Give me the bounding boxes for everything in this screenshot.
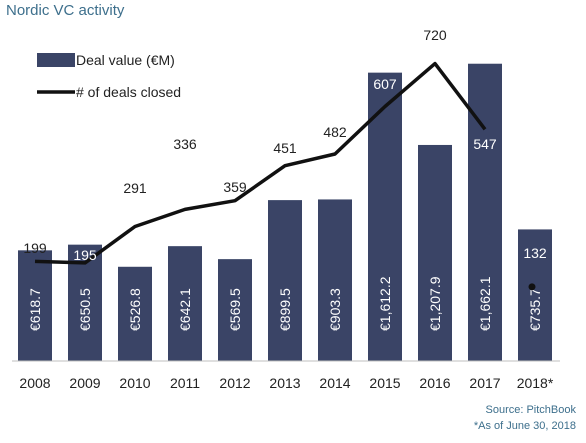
bar-value-label: €569.5 <box>227 288 243 331</box>
x-tick-label: 2010 <box>119 375 150 391</box>
deal-count-label: 607 <box>373 76 397 92</box>
bar-value-label: €1,612.2 <box>377 276 393 331</box>
deal-count-label: 547 <box>473 136 497 152</box>
deal-count-label: 132 <box>523 245 547 261</box>
bar-2010 <box>118 266 152 361</box>
bar-2008 <box>18 250 52 361</box>
deal-count-label: 195 <box>73 247 97 263</box>
deal-count-label: 336 <box>173 136 197 152</box>
deal-count-label: 359 <box>223 179 247 195</box>
bar-value-label: €650.5 <box>77 288 93 331</box>
footnote: *As of June 30, 2018 <box>473 420 576 432</box>
deals-line-series <box>34 61 487 265</box>
bar-2013 <box>268 200 302 361</box>
x-tick-label: 2016 <box>419 375 450 391</box>
x-tick-label: 2009 <box>69 375 100 391</box>
bar-value-label: €1,207.9 <box>427 276 443 331</box>
deal-count-label: 199 <box>23 240 47 256</box>
legend: Deal value (€M) # of deals closed <box>37 52 181 100</box>
bar-value-label: €1,662.1 <box>477 276 493 331</box>
deal-count-label: 451 <box>273 140 297 156</box>
bar-value-label: €899.5 <box>277 288 293 331</box>
bar-value-label: €526.8 <box>127 288 143 331</box>
deal-count-label: 482 <box>323 124 347 140</box>
bar-2015 <box>368 72 402 361</box>
x-tick-label: 2015 <box>369 375 400 391</box>
legend-bar-label: Deal value (€M) <box>76 52 175 68</box>
bar-value-label: €903.3 <box>327 288 343 331</box>
bar-2014 <box>318 199 352 361</box>
bar-2011 <box>168 246 202 361</box>
source-note: Source: PitchBook <box>485 404 577 416</box>
legend-line-label: # of deals closed <box>76 84 181 100</box>
deal-count-label: 720 <box>423 27 447 43</box>
x-tick-label: 2012 <box>219 375 250 391</box>
deals-point-2018 <box>528 283 536 291</box>
x-tick-label: 2014 <box>319 375 350 391</box>
bar-value-label: €735.7 <box>527 288 543 331</box>
legend-bar-swatch <box>37 53 75 67</box>
x-tick-label: 2018* <box>517 375 554 391</box>
bar-2012 <box>218 259 252 361</box>
bar-value-label: €642.1 <box>177 288 193 331</box>
x-tick-label: 2013 <box>269 375 300 391</box>
x-tick-label: 2011 <box>170 375 200 391</box>
x-tick-label: 2008 <box>19 375 50 391</box>
bar-value-label: €618.7 <box>27 288 43 331</box>
deal-count-label: 291 <box>123 180 147 196</box>
bar-2016 <box>418 144 452 361</box>
chart-title: Nordic VC activity <box>6 2 125 19</box>
x-tick-label: 2017 <box>469 375 500 391</box>
bar-2018 <box>518 229 552 361</box>
